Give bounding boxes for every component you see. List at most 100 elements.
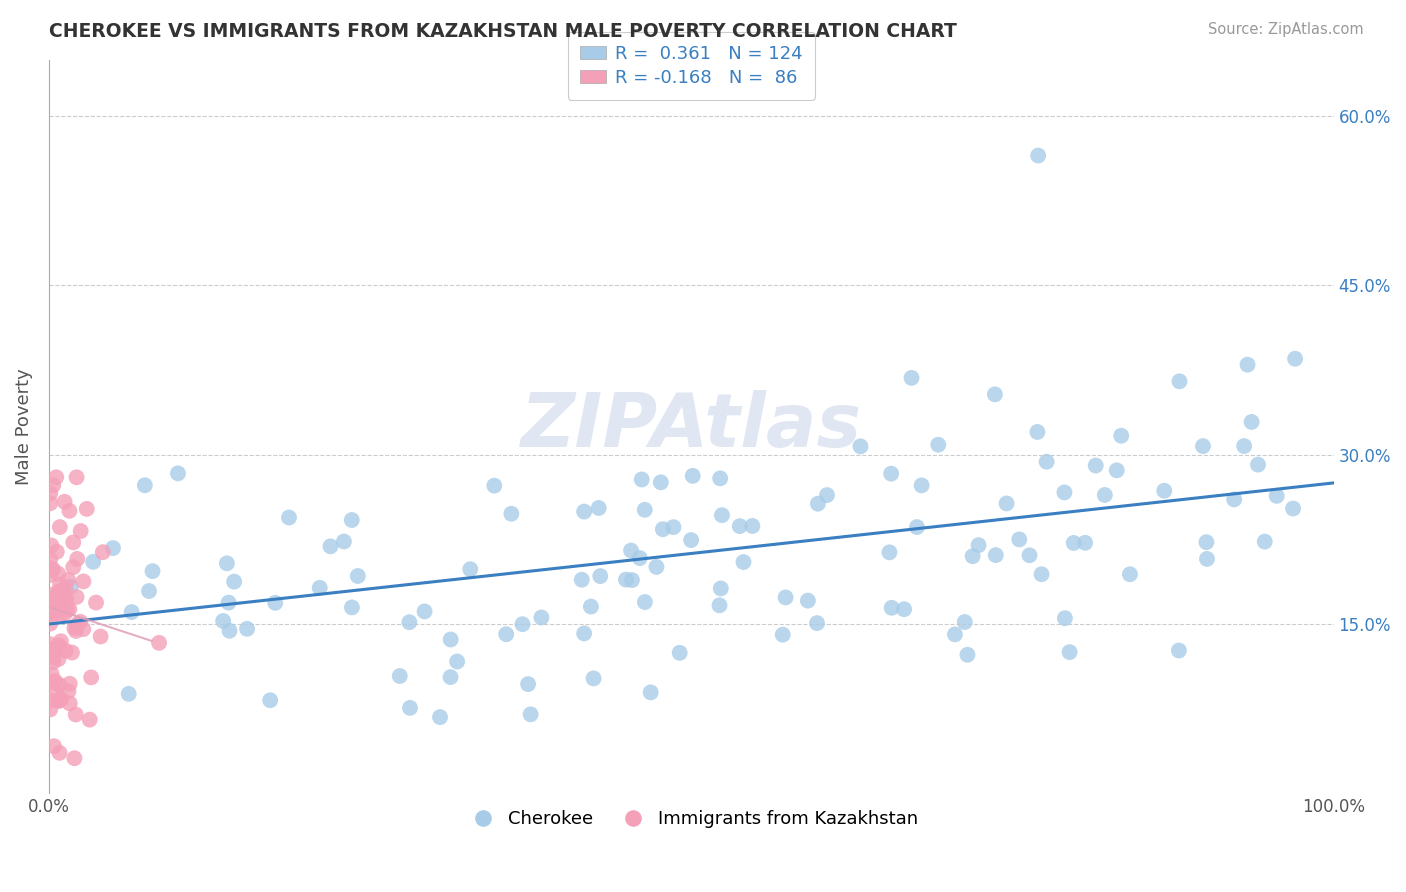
Point [398,615,420,630]
Point [589,569,612,583]
Point [42,675,65,690]
Point [953,615,976,629]
Point [849,439,872,453]
Point [259,693,281,707]
Point [41,667,63,681]
Point [39,568,62,582]
Point [41,588,63,602]
Point [79,713,101,727]
Point [55,591,77,606]
Point [710,508,733,523]
Text: Source: ZipAtlas.com: Source: ZipAtlas.com [1208,22,1364,37]
Point [519,707,541,722]
Point [53,495,76,509]
Point [1109,428,1132,442]
Point [340,513,363,527]
Point [63,621,86,635]
Point [495,627,517,641]
Point [39,637,62,651]
Point [668,646,690,660]
Point [797,593,820,607]
Point [49,583,72,598]
Point [1240,415,1263,429]
Point [943,627,966,641]
Point [42,655,65,669]
Point [440,632,463,647]
Point [49,634,72,648]
Point [709,599,731,613]
Point [134,478,156,492]
Point [1195,535,1218,549]
Point [264,596,287,610]
Point [44,673,66,688]
Point [42,597,65,611]
Point [56,573,79,587]
Point [42,478,65,492]
Point [962,549,984,564]
Point [65,470,87,484]
Point [39,702,62,716]
Point [218,596,240,610]
Point [517,677,540,691]
Point [80,670,103,684]
Point [48,693,70,707]
Point [1084,458,1107,473]
Point [1031,567,1053,582]
Point [1236,358,1258,372]
Point [42,739,65,754]
Point [141,564,163,578]
Point [72,574,94,589]
Point [212,614,235,628]
Point [58,684,80,698]
Point [48,584,70,599]
Point [121,605,143,619]
Point [39,552,62,566]
Point [880,600,903,615]
Point [66,618,89,632]
Point [60,646,83,660]
Legend: Cherokee, Immigrants from Kazakhstan: Cherokee, Immigrants from Kazakhstan [457,803,925,836]
Point [59,676,82,690]
Point [1284,351,1306,366]
Point [46,566,69,581]
Point [681,533,703,547]
Point [69,524,91,538]
Point [65,707,87,722]
Point [347,569,370,583]
Point [48,638,70,652]
Point [45,589,67,603]
Point [44,686,66,700]
Point [439,670,461,684]
Text: ZIPAtlas: ZIPAtlas [520,390,862,463]
Point [41,539,63,553]
Point [807,497,830,511]
Point [893,602,915,616]
Point [215,557,238,571]
Point [1008,533,1031,547]
Point [1018,549,1040,563]
Point [582,672,605,686]
Point [530,610,553,624]
Point [66,552,89,566]
Point [512,617,534,632]
Point [1282,501,1305,516]
Point [710,582,733,596]
Point [458,562,481,576]
Point [41,593,63,607]
Point [333,534,356,549]
Point [1223,492,1246,507]
Point [572,505,595,519]
Point [399,701,422,715]
Point [340,600,363,615]
Point [42,650,65,665]
Point [39,496,62,510]
Point [956,648,979,662]
Point [880,467,903,481]
Point [709,471,731,485]
Point [1105,463,1128,477]
Point [69,615,91,629]
Point [65,624,87,638]
Point [48,652,70,666]
Point [879,545,901,559]
Point [634,502,657,516]
